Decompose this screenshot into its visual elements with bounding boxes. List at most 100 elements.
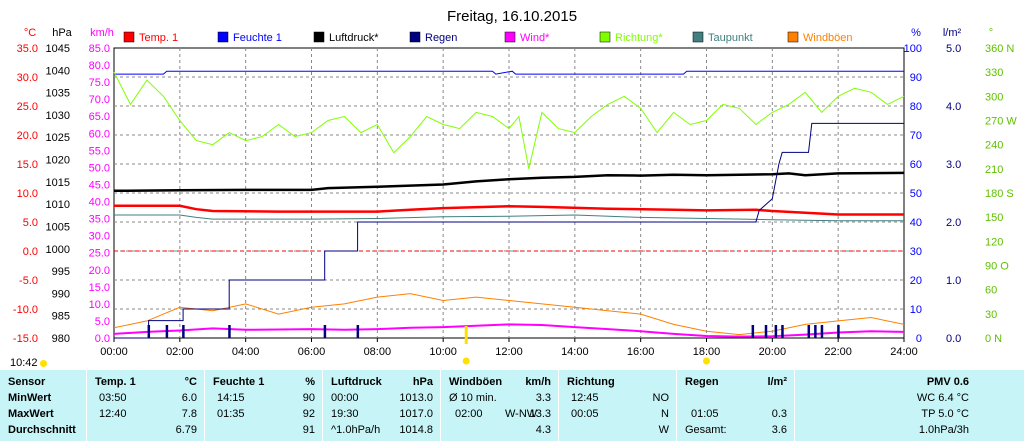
rain-axis-tick-label: 5.0 — [946, 43, 961, 55]
direction-max: N — [661, 408, 669, 420]
temp-column: Temp. 1 °C 03:50 6.0 12:40 7.8 6.79 — [86, 370, 205, 441]
gust-unit: km/h — [525, 376, 551, 388]
rain-total-label: Gesamt: — [685, 424, 727, 436]
row-label-max: MaxWert — [8, 408, 54, 420]
humidity-column: Feuchte 1 % 14:15 90 01:35 92 91 — [204, 370, 323, 441]
gust-title: Windböen — [449, 376, 503, 388]
sunset-dot — [703, 357, 710, 365]
gust-max: 13.3 — [529, 408, 551, 420]
temp-axis-tick-label: 10.0 — [17, 188, 38, 200]
hpa-axis-tick-label: 985 — [52, 311, 70, 323]
x-tick-label: 18:00 — [693, 346, 721, 358]
gust-avg: 4.3 — [535, 424, 551, 436]
hpa-axis-tick-label: 980 — [52, 333, 70, 345]
rain-bar — [182, 325, 185, 338]
rain-axis-tick-label: 2.0 — [946, 217, 961, 229]
direction-max-time: 00:05 — [571, 408, 599, 420]
pct-axis-tick-label: 50 — [910, 188, 922, 200]
legend-swatch — [599, 31, 611, 43]
kmh-axis-tick-label: 0.0 — [95, 333, 110, 345]
pct-axis-tick-label: 30 — [910, 246, 922, 258]
direction-title: Richtung — [567, 376, 615, 388]
temp-min-time: 03:50 — [99, 392, 127, 404]
temp-title: Temp. 1 — [95, 376, 136, 388]
legend-label: Temp. 1 — [139, 32, 178, 44]
kmh-axis-tick-label: 75.0 — [89, 77, 110, 89]
current-time-dot — [462, 357, 470, 365]
pressure-title: Luftdruck — [331, 376, 382, 388]
dir-axis-tick-label: 90 O — [985, 261, 1009, 273]
dir-axis-tick-label: 300 — [985, 91, 1003, 103]
hpa-axis-tick-label: 1005 — [46, 221, 70, 233]
legend-label: Taupunkt — [708, 32, 753, 44]
kmh-axis-tick-label: 40.0 — [89, 197, 110, 209]
temp-axis-tick-label: 35.0 — [17, 43, 38, 55]
temp-axis-tick-label: -10.0 — [13, 304, 38, 316]
dir-axis-tick-label: 330 — [985, 67, 1003, 79]
hpa-axis-tick-label: 1020 — [46, 155, 70, 167]
temp-axis-tick-label: 25.0 — [17, 101, 38, 113]
dir-axis-tick-label: 210 — [985, 164, 1003, 176]
pressure-unit: hPa — [412, 376, 433, 388]
legend-swatch — [787, 31, 799, 43]
humidity-unit: % — [305, 376, 315, 388]
row-label-min: MinWert — [8, 392, 52, 404]
series-regen — [114, 122, 904, 339]
hpa-axis-tick-label: 1010 — [46, 199, 70, 211]
rain-column: Regen l/m² 01:05 0.3 Gesamt: 3.6 — [676, 370, 795, 441]
legend-label: Regen — [425, 32, 457, 44]
pmv-wc: WC 6.4 °C — [916, 392, 969, 404]
series-temp1 — [114, 204, 904, 216]
x-tick-label: 10:00 — [429, 346, 457, 358]
current-time: 10:42 — [10, 357, 38, 369]
x-tick-label: 12:00 — [495, 346, 523, 358]
kmh-axis-tick-label: 85.0 — [89, 43, 110, 55]
rain-max-time: 01:05 — [691, 408, 719, 420]
pct-axis-tick-label: 60 — [910, 159, 922, 171]
dir-axis-tick-label: 150 — [985, 212, 1003, 224]
legend-label: Wind* — [520, 32, 550, 44]
legend-swatch — [692, 31, 704, 43]
direction-min-time: 12:45 — [571, 392, 599, 404]
kmh-axis-tick-label: 35.0 — [89, 214, 110, 226]
chart-title: Freitag, 16.10.2015 — [447, 8, 577, 25]
stats-panel: Sensor MinWert MaxWert Durchschnitt Temp… — [0, 370, 1024, 441]
pct-axis-tick-label: 10 — [910, 304, 922, 316]
kmh-axis-tick-label: 15.0 — [89, 282, 110, 294]
humidity-avg: 91 — [302, 424, 315, 436]
pressure-min-time: 00:00 — [331, 392, 359, 404]
series-luftdruck — [113, 171, 905, 193]
x-tick-label: 14:00 — [561, 346, 589, 358]
x-tick-label: 24:00 — [890, 346, 918, 358]
temp-max-time: 12:40 — [99, 408, 127, 420]
kmh-axis-tick-label: 80.0 — [89, 60, 110, 72]
rain-bar — [837, 325, 840, 338]
rain-bar — [323, 325, 327, 338]
x-tick-label: 08:00 — [364, 346, 392, 358]
x-tick-label: 22:00 — [824, 346, 852, 358]
rain-max: 0.3 — [771, 408, 787, 420]
pct-axis-unit: % — [911, 27, 921, 39]
hpa-axis-tick-label: 1030 — [46, 110, 70, 122]
humidity-max-time: 01:35 — [217, 408, 245, 420]
temp-unit: °C — [184, 376, 197, 388]
series-richtung — [113, 71, 905, 169]
temp-axis-unit: °C — [24, 27, 36, 39]
temp-avg: 6.79 — [175, 424, 197, 436]
dir-axis-tick-label: 30 — [985, 309, 997, 321]
direction-avg: W — [658, 424, 669, 436]
temp-axis-tick-label: 5.0 — [23, 217, 38, 229]
dir-axis-tick-label: 240 — [985, 140, 1003, 152]
hpa-axis-tick-label: 1000 — [46, 244, 70, 256]
rain-axis-tick-label: 3.0 — [946, 159, 961, 171]
kmh-axis-tick-label: 30.0 — [89, 231, 110, 243]
legend-label: Richtung* — [615, 32, 663, 44]
dir-axis-tick-label: 60 — [985, 285, 997, 297]
rain-title: Regen — [685, 376, 719, 388]
humidity-max: 92 — [302, 408, 315, 420]
dir-axis-tick-label: 270 W — [985, 116, 1017, 128]
gust-max-dir: W-NW — [505, 408, 538, 420]
pressure-column: Luftdruck hPa 00:00 1013.0 19:30 1017.0 … — [322, 370, 441, 441]
humidity-title: Feuchte 1 — [213, 376, 265, 388]
kmh-axis-tick-label: 55.0 — [89, 145, 110, 157]
